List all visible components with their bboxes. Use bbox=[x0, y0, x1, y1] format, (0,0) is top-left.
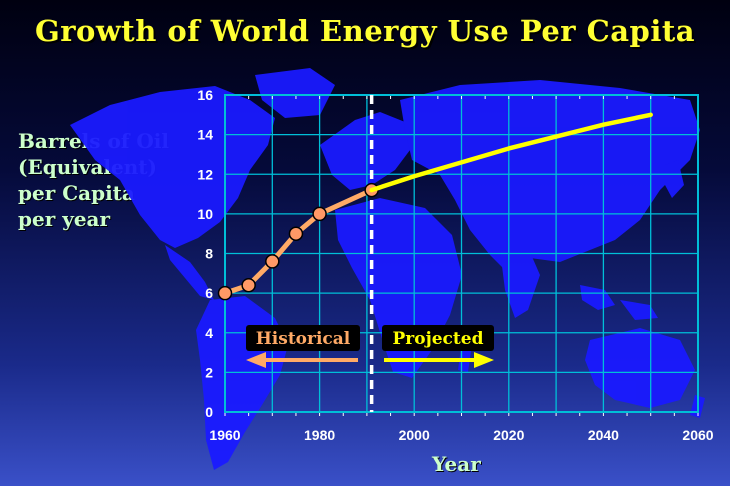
x-axis-label: Year bbox=[432, 452, 481, 476]
world-map-background bbox=[70, 68, 705, 470]
data-point bbox=[312, 206, 327, 222]
y-tick-label: 6 bbox=[205, 285, 213, 301]
chart-title: Growth of World Energy Use Per Capita bbox=[34, 14, 696, 48]
x-tick-label: 2020 bbox=[493, 427, 524, 443]
x-tick-label: 2000 bbox=[399, 427, 430, 443]
legend-projected-label: Projected bbox=[393, 329, 484, 349]
legend-historical-label: Historical bbox=[256, 329, 351, 349]
historical-arrow-head bbox=[246, 352, 266, 368]
chart-series bbox=[217, 112, 653, 301]
legend-historical-bg bbox=[246, 325, 360, 351]
chart-ticks: 0 2 4 6 8 10 12 14 16 1960 1980 2000 2020 2040 2060 bbox=[197, 87, 713, 443]
y-tick-label: 4 bbox=[205, 325, 213, 341]
data-point bbox=[265, 254, 280, 269]
chart-legend: Historical Projected bbox=[246, 325, 494, 368]
legend-projected: Projected bbox=[382, 325, 494, 351]
y-tick-label: 12 bbox=[197, 166, 213, 182]
data-point bbox=[241, 277, 256, 293]
y-tick-label: 14 bbox=[197, 127, 213, 143]
legend-historical: Historical bbox=[246, 325, 360, 351]
y-tick-label: 2 bbox=[205, 364, 213, 380]
y-tick-label: 8 bbox=[205, 246, 213, 262]
y-tick-label: 0 bbox=[205, 404, 213, 420]
data-point bbox=[288, 226, 304, 241]
x-tick-label: 2040 bbox=[588, 427, 619, 443]
legend-projected-bg bbox=[382, 325, 494, 351]
y-tick-label: 10 bbox=[197, 206, 213, 222]
plot-frame bbox=[224, 94, 699, 413]
projected-arrow-head bbox=[474, 352, 494, 368]
x-tick-label: 2060 bbox=[682, 427, 713, 443]
y-tick-label: 16 bbox=[197, 87, 213, 103]
data-point bbox=[217, 285, 233, 301]
chart-axes bbox=[224, 94, 699, 416]
x-tick-label: 1960 bbox=[209, 427, 240, 443]
x-tick-label: 1980 bbox=[304, 427, 335, 443]
series-line-projected bbox=[369, 112, 653, 193]
